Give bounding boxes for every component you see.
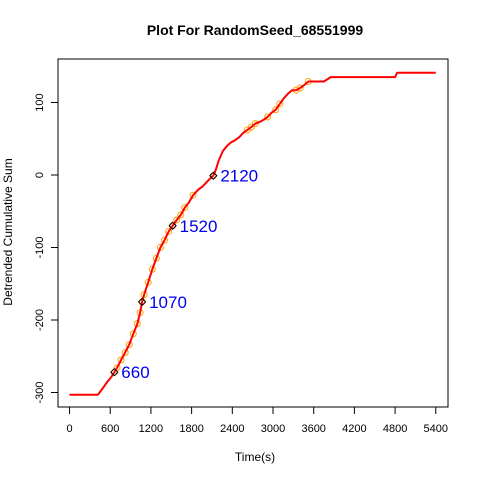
changepoint-label: 2120 [220,167,258,186]
plot-frame [57,58,449,408]
data-point [121,349,129,357]
changepoint-marker [209,171,218,180]
x-tick-label: 1200 [139,423,163,435]
changepoint-label: 660 [121,363,149,382]
data-point [272,106,280,114]
data-point [129,330,137,338]
data-point [160,236,168,244]
x-tick-label: 4800 [383,423,407,435]
data-point [152,254,160,262]
data-point [181,204,189,212]
y-tick-label: -100 [34,236,46,258]
data-point [117,356,125,364]
data-point [189,191,197,199]
changepoint-label: 1070 [149,293,187,312]
y-tick-label: -300 [34,381,46,403]
y-axis-label: Detrended Cumulative Sum [1,158,15,305]
data-point [173,216,181,224]
x-tick-label: 2400 [220,423,244,435]
changepoint-marker [168,221,177,230]
x-tick-label: 5400 [424,423,448,435]
data-point [177,211,185,219]
data-point [247,123,255,131]
changepoint-label: 1520 [180,217,218,236]
y-tick-label: 0 [34,172,46,178]
data-point [251,120,259,128]
x-tick-label: 1800 [179,423,203,435]
y-axis: -300 -200 -100 0 100 [34,93,59,404]
changepoint-marker [137,297,147,307]
x-axis-label: Time(s) [235,450,275,464]
y-tick-label: 100 [34,93,46,111]
x-tick-label: 0 [66,423,72,435]
data-point [125,341,133,349]
series-line [69,71,436,396]
x-axis: 0 600 1200 1800 2400 3000 3600 4200 4800 5400 [66,406,448,435]
data-point [296,84,304,92]
x-tick-label: 3000 [261,423,285,435]
x-tick-label: 600 [101,423,119,435]
data-point [165,228,173,236]
changepoint-marker [110,367,119,377]
plot-area: 660 1070 1520 2120 [69,71,436,396]
data-point [156,244,164,251]
data-point [264,113,272,121]
x-tick-label: 3600 [301,423,325,435]
x-tick-label: 4200 [342,423,366,435]
data-point [276,100,284,108]
y-tick-label: -200 [34,309,46,331]
chart-title: Plot For RandomSeed_68551999 [147,22,364,38]
